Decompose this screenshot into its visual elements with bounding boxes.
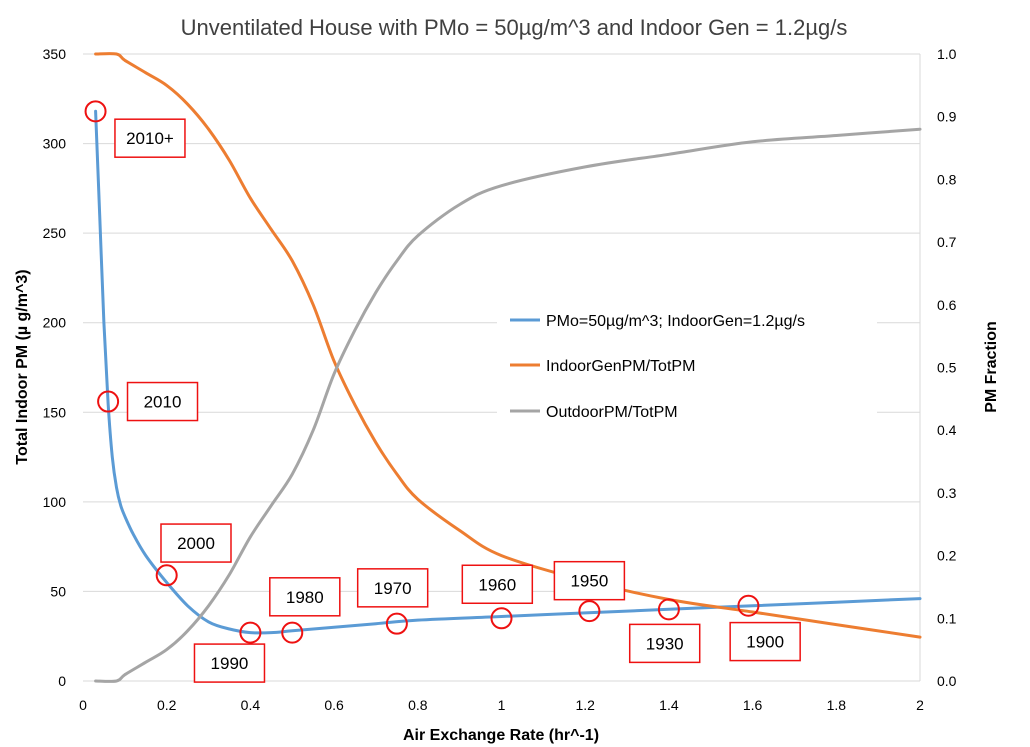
y-axis-ticks: 0 50 100 150 200 250 300 350 bbox=[43, 46, 67, 689]
annotation-label: 1900 bbox=[746, 633, 784, 652]
annotation-label: 1970 bbox=[374, 579, 412, 598]
annotation-box bbox=[126, 381, 199, 422]
annotation-2010+: 2010+ bbox=[84, 100, 186, 158]
annotation-layer: 2010+ 2010 2000 1990 1980 1970 1960 1950 1930 190… bbox=[84, 100, 801, 683]
y-tick-label: 50 bbox=[50, 583, 66, 599]
annotation-box bbox=[628, 623, 701, 664]
annotation-marker bbox=[97, 390, 120, 413]
annotation-1950: 1950 bbox=[553, 560, 626, 623]
annotation-marker bbox=[281, 621, 304, 644]
y-tick-label: 300 bbox=[43, 136, 67, 152]
annotation-marker bbox=[737, 594, 760, 617]
annotation-1990: 1990 bbox=[193, 621, 266, 683]
series-line-outdoor-fraction bbox=[94, 127, 922, 683]
annotation-label: 1950 bbox=[570, 572, 608, 591]
annotation-box bbox=[160, 523, 232, 563]
series-line-indoor-gen-fraction bbox=[94, 52, 922, 639]
annotation-1900: 1900 bbox=[729, 594, 801, 662]
y2-tick-label: 0.4 bbox=[937, 422, 957, 438]
chart-title: Unventilated House with PMo = 50µg/m^3 a… bbox=[181, 15, 848, 40]
annotation-1930: 1930 bbox=[628, 598, 701, 664]
x-tick-label: 0.2 bbox=[157, 697, 177, 713]
annotation-marker bbox=[155, 564, 178, 587]
y-tick-label: 200 bbox=[43, 315, 67, 331]
annotation-label: 2000 bbox=[177, 534, 215, 553]
annotation-box bbox=[729, 621, 801, 662]
annotation-1970: 1970 bbox=[356, 568, 429, 635]
annotation-marker bbox=[84, 100, 107, 123]
legend: PMo=50µg/m^3; IndoorGen=1.2µg/s IndoorGe… bbox=[497, 298, 877, 428]
x-tick-label: 0 bbox=[79, 697, 87, 713]
annotation-label: 1930 bbox=[646, 634, 684, 653]
annotation-box bbox=[114, 118, 186, 158]
annotation-label: 1960 bbox=[478, 575, 516, 594]
annotation-marker bbox=[239, 621, 262, 644]
x-tick-label: 0.4 bbox=[241, 697, 261, 713]
annotation-box bbox=[553, 560, 626, 601]
y-tick-label: 350 bbox=[43, 46, 67, 62]
annotation-2000: 2000 bbox=[155, 523, 232, 587]
y2-axis-ticks: 0.0 0.1 0.2 0.3 0.4 0.5 0.6 0.7 0.8 0.9 1.0 bbox=[937, 46, 957, 689]
x-axis-ticks: 0 0.2 0.4 0.6 0.8 1 1.2 1.4 1.6 1.8 2 bbox=[79, 697, 924, 713]
y-tick-label: 250 bbox=[43, 225, 67, 241]
series-layer bbox=[94, 52, 922, 683]
y2-tick-label: 0.3 bbox=[937, 485, 957, 501]
x-tick-label: 2 bbox=[916, 697, 924, 713]
y2-tick-label: 0.7 bbox=[937, 234, 957, 250]
annotation-2010: 2010 bbox=[97, 381, 199, 422]
y2-tick-label: 0.2 bbox=[937, 548, 957, 564]
x-axis-title: Air Exchange Rate (hr^-1) bbox=[403, 727, 599, 744]
y2-tick-label: 0.5 bbox=[937, 360, 957, 376]
annotation-label: 2010+ bbox=[126, 129, 174, 148]
x-tick-label: 0.8 bbox=[408, 697, 428, 713]
x-tick-label: 1.4 bbox=[659, 697, 679, 713]
x-tick-label: 1.2 bbox=[575, 697, 595, 713]
y-tick-label: 0 bbox=[58, 673, 66, 689]
x-tick-label: 1 bbox=[498, 697, 506, 713]
y2-tick-label: 0.0 bbox=[937, 673, 957, 689]
y2-axis-title: PM Fraction bbox=[983, 321, 1000, 413]
annotation-label: 1990 bbox=[211, 654, 249, 673]
annotation-1980: 1980 bbox=[269, 577, 341, 644]
annotation-box bbox=[461, 564, 534, 605]
annotation-marker bbox=[385, 612, 408, 635]
y2-tick-label: 0.9 bbox=[937, 109, 957, 125]
y2-tick-label: 1.0 bbox=[937, 46, 957, 62]
annotation-box bbox=[356, 568, 429, 608]
annotation-box bbox=[269, 577, 341, 617]
annotation-box bbox=[193, 643, 266, 683]
y-tick-label: 150 bbox=[43, 404, 67, 420]
annotation-label: 1980 bbox=[286, 588, 324, 607]
legend-label-indoor-gen: IndoorGenPM/TotPM bbox=[546, 358, 695, 375]
annotation-marker bbox=[657, 598, 680, 621]
annotation-marker bbox=[490, 607, 513, 630]
series-line-pm-total bbox=[94, 109, 922, 635]
y2-tick-label: 0.8 bbox=[937, 171, 957, 187]
x-tick-label: 0.6 bbox=[324, 697, 344, 713]
legend-label-outdoor: OutdoorPM/TotPM bbox=[546, 404, 678, 421]
y2-tick-label: 0.6 bbox=[937, 297, 957, 313]
x-tick-label: 1.8 bbox=[827, 697, 847, 713]
y-axis-title: Total Indoor PM (µ g/m^3) bbox=[14, 269, 31, 464]
x-tick-label: 1.6 bbox=[743, 697, 763, 713]
y2-tick-label: 0.1 bbox=[937, 610, 957, 626]
y-tick-label: 100 bbox=[43, 494, 67, 510]
legend-label-pm-total: PMo=50µg/m^3; IndoorGen=1.2µg/s bbox=[546, 313, 805, 330]
legend-background bbox=[497, 298, 877, 428]
annotation-1960: 1960 bbox=[461, 564, 534, 630]
annotation-marker bbox=[578, 600, 601, 623]
annotation-label: 2010 bbox=[144, 393, 182, 412]
